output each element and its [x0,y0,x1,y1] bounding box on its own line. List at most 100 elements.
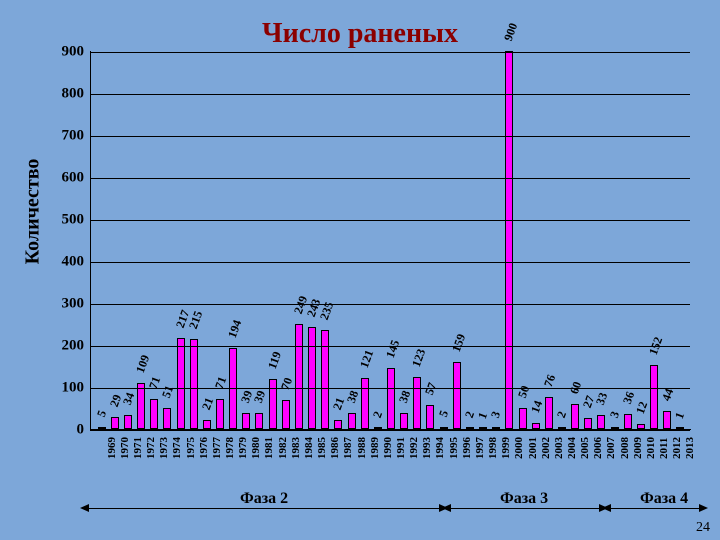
bar-value-label: 3 [607,409,623,420]
y-tick: 800 [44,86,84,103]
bar [492,427,500,429]
bar [334,420,342,429]
bar [137,383,145,429]
chart-title: Число раненых [0,18,720,50]
x-tick: 1977 [211,437,223,459]
x-tick: 1970 [119,437,131,459]
bar [387,368,395,429]
x-tick: 2001 [527,437,539,459]
x-tick: 1986 [329,437,341,459]
phase-arrow [88,508,440,509]
x-tick: 1982 [277,437,289,459]
page-number: 24 [696,520,710,536]
x-tick: 2009 [632,437,644,459]
bar [413,377,421,429]
bar [98,427,106,429]
x-tick: 1987 [342,437,354,459]
y-tick: 200 [44,338,84,355]
y-tick: 500 [44,212,84,229]
bar-value-label: 5 [436,408,452,419]
x-tick: 2005 [579,437,591,459]
bar [203,420,211,429]
bar [637,424,645,429]
y-tick: 400 [44,254,84,271]
x-tick: 2007 [605,437,617,459]
bar [532,423,540,429]
x-tick: 1984 [303,437,315,459]
bar-value-label: 51 [159,383,177,399]
bar-value-label: 14 [528,399,546,415]
bar-value-label: 3 [488,409,504,420]
bar-value-label: 109 [133,353,153,375]
bar-value-label: 1 [672,410,688,421]
bar [269,379,277,429]
bar-value-label: 194 [225,318,245,340]
x-tick: 2010 [645,437,657,459]
bar [150,399,158,429]
x-tick: 1996 [461,437,473,459]
bar [400,413,408,429]
bar-value-label: 2 [370,409,386,420]
x-tick: 1976 [198,437,210,459]
bar [216,399,224,429]
bar [255,413,263,429]
bar [361,378,369,429]
x-tick: 1972 [145,437,157,459]
x-tick: 1998 [487,437,499,459]
bar [584,418,592,429]
x-tick: 2012 [671,437,683,459]
bar-value-label: 21 [199,396,217,412]
bar [426,405,434,429]
x-tick: 1975 [185,437,197,459]
x-tick: 1988 [356,437,368,459]
bar [282,400,290,429]
y-tick: 900 [44,44,84,61]
y-tick: 0 [44,422,84,439]
bar-value-label: 5 [94,408,110,419]
x-tick: 1983 [290,437,302,459]
bar [663,411,671,429]
bar-value-label: 33 [593,391,611,407]
bar [545,397,553,429]
bar [242,413,250,429]
phase-label: Фаза 4 [640,490,688,508]
bar [624,414,632,429]
bar [611,427,619,429]
bar [163,408,171,429]
bar [558,427,566,429]
bar [308,327,316,429]
bars-container: 5196929197034197110919727119735119742171… [90,51,691,430]
bar [479,427,487,429]
x-tick: 1974 [171,437,183,459]
bar-value-label: 76 [541,373,559,389]
bar [505,51,513,429]
phase-label: Фаза 2 [240,490,288,508]
bar [453,362,461,429]
phase-arrow [450,508,600,509]
x-tick: 2006 [592,437,604,459]
phase-label: Фаза 3 [500,490,548,508]
x-tick: 1993 [421,437,433,459]
x-tick: 2002 [540,437,552,459]
x-tick: 1980 [250,437,262,459]
bar [348,413,356,429]
bar-value-label: 123 [409,347,429,369]
bar [597,415,605,429]
bar-value-label: 70 [278,375,296,391]
x-tick: 1969 [106,437,118,459]
x-tick: 2000 [513,437,525,459]
bar-value-label: 50 [514,384,532,400]
bar [466,427,474,429]
x-tick: 1985 [316,437,328,459]
bar [295,324,303,429]
x-tick: 1989 [369,437,381,459]
x-tick: 1994 [434,437,446,459]
x-tick: 1978 [224,437,236,459]
bar [124,415,132,429]
x-tick: 1979 [237,437,249,459]
y-axis-label: Количество [21,159,44,265]
x-tick: 1971 [132,437,144,459]
bar [571,404,579,429]
bar-value-label: 12 [633,400,651,416]
bar [177,338,185,429]
